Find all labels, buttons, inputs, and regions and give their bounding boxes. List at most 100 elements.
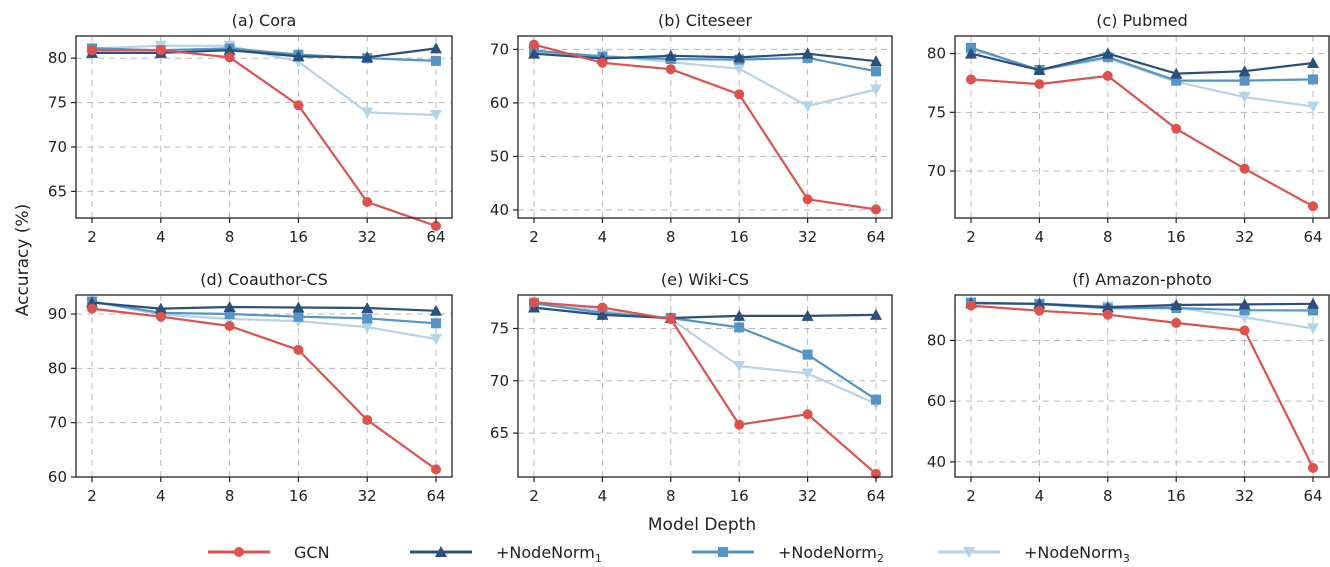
legend-marker-GCN [234,547,244,557]
plot-frame [75,35,453,219]
data-point-NodeNorm1 [965,47,977,59]
legend-label: +NodeNorm2 [778,543,884,565]
legend-marker-NodeNorm1 [435,546,447,557]
data-point-NodeNorm1 [1101,301,1114,313]
data-point-GCN [362,197,373,208]
subplot-title: (d) Coauthor-CS [200,270,328,289]
x-tick-label: 64 [1303,487,1322,505]
x-tick-label: 4 [598,228,608,246]
x-tick-label: 8 [666,228,676,246]
data-point-NodeNorm2 [1239,305,1250,316]
data-point-GCN [1171,317,1182,328]
data-point-NodeNorm1 [664,49,677,61]
legend: GCN +NodeNorm1 +NodeNorm2 +NodeNorm3 [208,543,1130,565]
x-tick-label: 32 [358,228,377,246]
y-tick-label: 40 [490,201,509,219]
data-point-NodeNorm1 [1238,298,1251,310]
data-point-NodeNorm3 [361,322,374,334]
data-point-NodeNorm1 [733,51,746,63]
data-point-GCN [1308,462,1318,473]
y-tick-label: 40 [927,453,946,471]
x-tick-label: 2 [87,228,97,246]
x-tick-label: 8 [1103,228,1113,246]
subplot-grid: 2 4 8 16 32 64 65 70 75 80 (a) Cora 2 4 8 16 32 64 40 50 60… [48,11,1330,505]
data-point-NodeNorm2 [1239,75,1250,86]
x-tick-label: 32 [1235,487,1254,505]
data-point-NodeNorm1 [430,304,442,316]
legend-item-NodeNorm3: +NodeNorm3 [938,543,1130,565]
subplot-title: (a) Cora [232,11,297,30]
data-point-NodeNorm1 [223,300,236,312]
series-line-NodeNorm1 [533,52,877,63]
y-tick-label: 70 [927,162,946,180]
data-point-GCN [597,57,608,68]
y-axis-label: Accuracy (%) [13,204,33,316]
y-tick-label: 65 [48,182,67,200]
data-point-NodeNorm1 [1170,67,1183,79]
subplot-title: (c) Pubmed [1096,11,1188,30]
data-point-NodeNorm1 [1307,297,1319,309]
data-point-NodeNorm1 [596,308,609,320]
data-point-NodeNorm2 [1171,75,1182,86]
y-tick-label: 80 [48,359,67,377]
data-point-GCN [155,311,166,322]
x-tick-label: 64 [1303,228,1322,246]
x-tick-label: 4 [1035,228,1045,246]
legend-marker-NodeNorm2 [718,547,728,557]
subplot-3: 2 4 8 16 32 64 70 75 80 (c) Pubmed [927,11,1330,246]
data-point-NodeNorm3 [361,107,374,119]
data-point-NodeNorm2 [734,322,745,333]
data-point-GCN [224,52,235,63]
data-point-GCN [1308,201,1318,212]
data-point-GCN [224,320,235,331]
data-point-NodeNorm2 [802,349,813,360]
x-tick-label: 4 [598,487,608,505]
x-tick-label: 2 [966,228,976,246]
series-line-GCN [91,307,437,471]
legend-subscript: 3 [1123,552,1130,565]
y-tick-label: 75 [490,319,509,337]
data-point-GCN [529,39,539,50]
x-tick-label: 4 [1035,487,1045,505]
data-point-NodeNorm1 [154,302,167,314]
legend-item-GCN: GCN [208,543,330,562]
data-point-GCN [871,204,881,215]
data-point-NodeNorm1 [1170,299,1183,311]
series-line-NodeNorm3 [533,301,877,405]
x-tick-label: 2 [529,228,539,246]
data-point-GCN [431,464,441,475]
x-tick-label: 32 [798,228,817,246]
y-tick-label: 75 [48,94,67,112]
x-tick-label: 2 [87,487,97,505]
data-point-GCN [734,89,745,100]
data-point-GCN [802,194,813,205]
data-point-NodeNorm2 [871,66,881,77]
data-point-GCN [362,414,373,425]
series-line-GCN [533,43,877,211]
x-tick-label: 16 [1167,487,1186,505]
subplot-5: 2 4 8 16 32 64 65 70 75 (e) Wiki-CS [490,270,893,505]
data-point-NodeNorm1 [361,51,374,63]
x-tick-label: 32 [798,487,817,505]
data-point-NodeNorm3 [1307,101,1319,113]
plot-frame [517,35,893,219]
series-line-GCN [970,304,1314,469]
series-line-NodeNorm2 [533,49,877,73]
x-tick-label: 32 [1235,228,1254,246]
data-point-NodeNorm1 [528,47,540,59]
series-line-NodeNorm1 [533,306,877,320]
x-tick-label: 8 [666,487,676,505]
data-point-GCN [1171,123,1182,134]
x-tick-label: 4 [156,487,166,505]
data-point-NodeNorm1 [801,309,814,321]
data-point-GCN [87,45,97,56]
data-point-NodeNorm2 [431,318,441,329]
data-point-NodeNorm3 [430,334,442,346]
x-tick-label: 64 [866,228,885,246]
data-point-GCN [529,297,539,308]
data-point-NodeNorm1 [1238,65,1251,77]
data-point-NodeNorm2 [1308,74,1318,85]
x-axis-label: Model Depth [648,515,756,535]
data-point-NodeNorm1 [733,309,746,321]
